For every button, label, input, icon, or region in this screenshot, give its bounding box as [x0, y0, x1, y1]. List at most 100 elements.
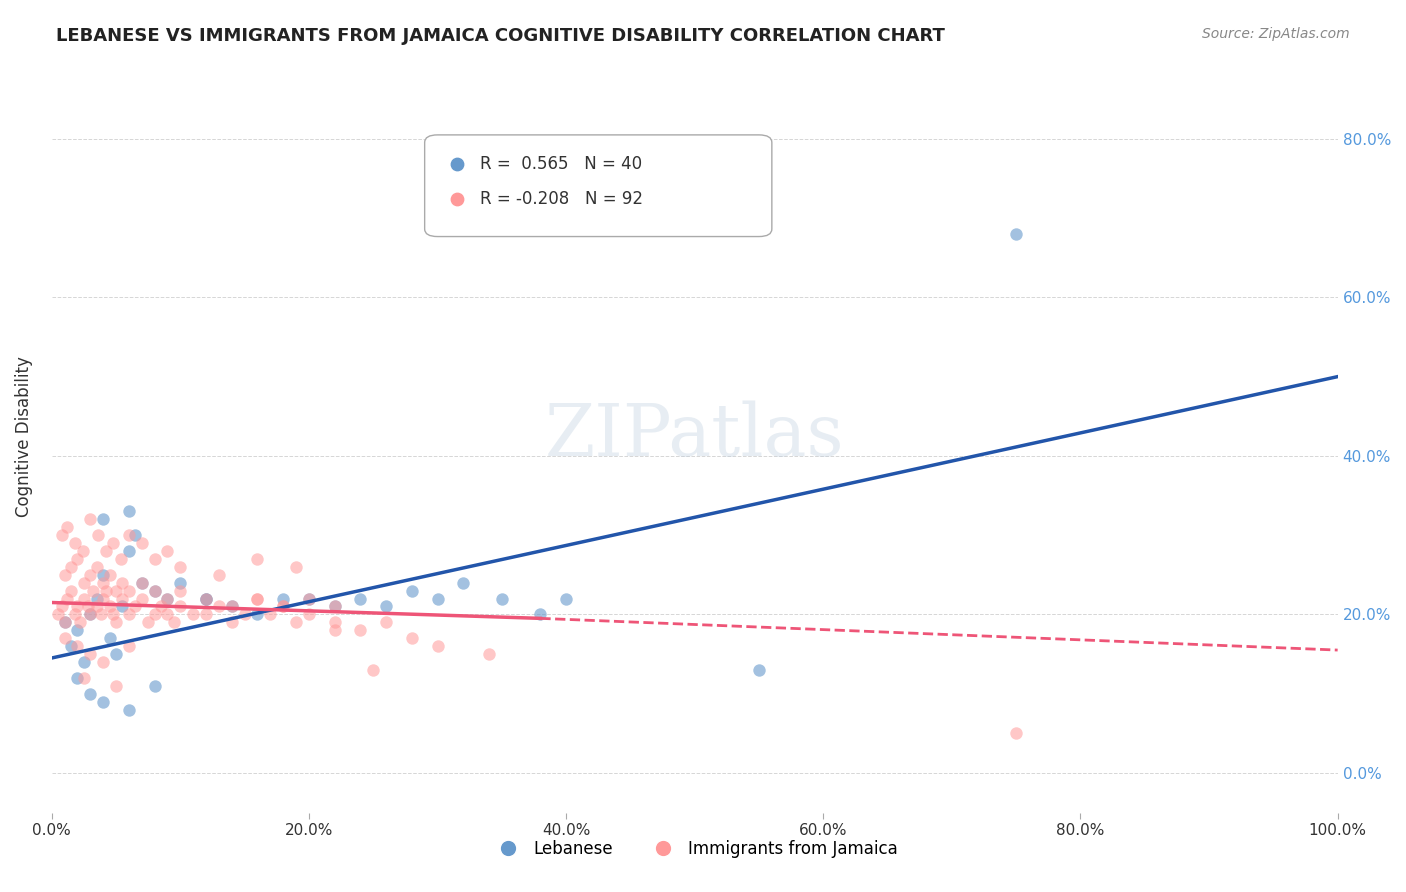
Point: [79, 687, 101, 701]
Point: [46, 607, 69, 622]
Point: [94, 583, 117, 598]
Point: [73, 655, 96, 669]
Point: [118, 583, 141, 598]
Point: [156, 591, 179, 606]
Point: [156, 591, 179, 606]
Point: [110, 552, 132, 566]
Point: [51, 599, 73, 614]
Point: [156, 544, 179, 558]
Point: [53, 615, 76, 630]
Point: [76, 599, 98, 614]
Point: [143, 679, 166, 693]
Point: [221, 599, 243, 614]
Point: [87, 528, 110, 542]
Point: [446, 120, 468, 134]
Point: [195, 607, 218, 622]
Point: [111, 599, 134, 614]
Point: [143, 552, 166, 566]
Point: [51, 528, 73, 542]
Point: [98, 599, 121, 614]
Text: ZIPatlas: ZIPatlas: [546, 401, 845, 471]
Point: [298, 607, 321, 622]
FancyBboxPatch shape: [425, 135, 772, 236]
Point: [323, 599, 346, 614]
Point: [259, 607, 281, 622]
Point: [86, 599, 108, 614]
Point: [91, 591, 114, 606]
Point: [56, 520, 79, 534]
Point: [233, 607, 256, 622]
Point: [91, 695, 114, 709]
Point: [60, 639, 83, 653]
Point: [103, 607, 125, 622]
Point: [73, 591, 96, 606]
Point: [271, 591, 294, 606]
Point: [163, 615, 186, 630]
Point: [208, 567, 231, 582]
Point: [143, 583, 166, 598]
Point: [156, 607, 179, 622]
Point: [66, 552, 89, 566]
Point: [271, 599, 294, 614]
Point: [63, 607, 86, 622]
Point: [221, 599, 243, 614]
Point: [208, 599, 231, 614]
Point: [169, 575, 191, 590]
Point: [105, 679, 128, 693]
Point: [105, 647, 128, 661]
Point: [118, 639, 141, 653]
Point: [79, 607, 101, 622]
Point: [195, 591, 218, 606]
Point: [118, 504, 141, 518]
Point: [529, 607, 551, 622]
Point: [271, 599, 294, 614]
Point: [426, 639, 449, 653]
Point: [53, 567, 76, 582]
Point: [181, 607, 204, 622]
Point: [131, 575, 153, 590]
Point: [98, 631, 121, 645]
Point: [195, 591, 218, 606]
Y-axis label: Cognitive Disability: Cognitive Disability: [15, 356, 32, 516]
Point: [285, 615, 308, 630]
Point: [131, 591, 153, 606]
Point: [169, 599, 191, 614]
Point: [53, 615, 76, 630]
Text: Source: ZipAtlas.com: Source: ZipAtlas.com: [1202, 27, 1350, 41]
Point: [66, 624, 89, 638]
Point: [124, 599, 146, 614]
Point: [349, 624, 371, 638]
Point: [118, 702, 141, 716]
Point: [375, 615, 398, 630]
Legend: Lebanese, Immigrants from Jamaica: Lebanese, Immigrants from Jamaica: [485, 833, 904, 864]
Point: [90, 607, 112, 622]
Point: [1005, 227, 1028, 241]
Point: [150, 599, 173, 614]
Point: [131, 536, 153, 550]
Point: [103, 536, 125, 550]
Text: R =  0.565   N = 40: R = 0.565 N = 40: [479, 154, 643, 172]
Point: [111, 575, 134, 590]
Point: [136, 615, 159, 630]
Point: [91, 512, 114, 526]
Point: [478, 647, 501, 661]
Point: [246, 591, 269, 606]
Point: [323, 599, 346, 614]
Point: [79, 567, 101, 582]
Text: R = -0.208   N = 92: R = -0.208 N = 92: [479, 190, 643, 208]
Point: [246, 607, 269, 622]
Point: [118, 544, 141, 558]
Point: [555, 591, 578, 606]
Point: [349, 591, 371, 606]
Point: [169, 559, 191, 574]
Point: [73, 671, 96, 685]
Point: [323, 615, 346, 630]
Point: [98, 567, 121, 582]
Point: [105, 583, 128, 598]
Point: [105, 615, 128, 630]
Point: [91, 575, 114, 590]
Point: [91, 655, 114, 669]
Point: [73, 575, 96, 590]
Point: [401, 631, 423, 645]
Point: [111, 591, 134, 606]
